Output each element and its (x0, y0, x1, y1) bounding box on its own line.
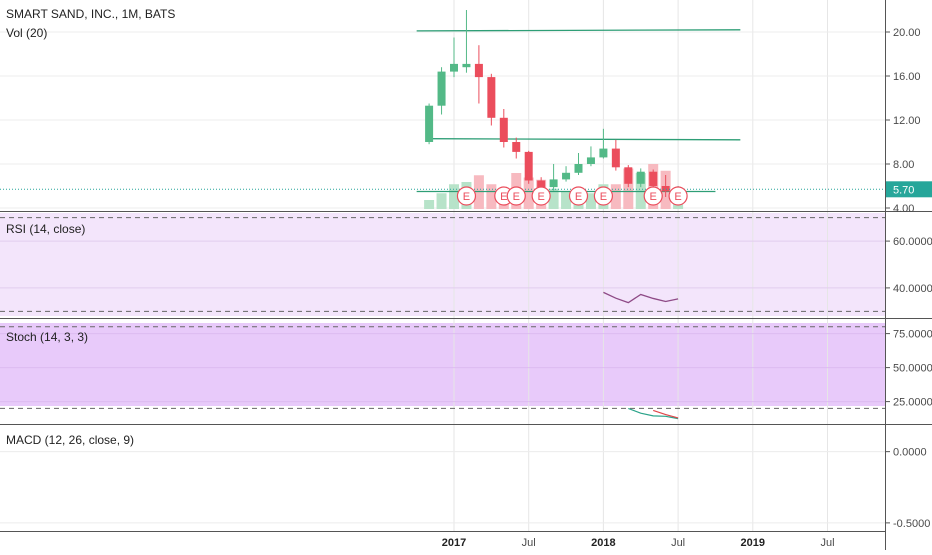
candle-body (636, 171, 645, 184)
rsi-label: RSI (14, close) (6, 222, 85, 236)
volume-bar (585, 193, 596, 209)
volume-bar (523, 177, 534, 209)
earnings-marker-label: E (650, 191, 657, 203)
candle-body (611, 148, 620, 168)
volume-bar (623, 168, 634, 209)
y-tick-label: 12.00 (893, 115, 921, 127)
candle-body (450, 63, 458, 72)
x-tick-label: Jul (820, 537, 834, 549)
macd-y-tick-label: -0.5000 (893, 518, 930, 530)
volume-bar (424, 200, 435, 209)
stoch-panel (0, 326, 885, 420)
chart-title: SMART SAND, INC., 1M, BATS (6, 7, 175, 21)
candle-body (499, 117, 508, 142)
earnings-marker-label: E (537, 191, 544, 203)
volume-bar (436, 193, 447, 209)
stoch-k-line (628, 407, 679, 420)
stoch-y-tick-label: 25.0000 (893, 397, 932, 409)
candle-body (649, 171, 658, 186)
earnings-marker-label: E (575, 191, 582, 203)
earnings-marker (668, 186, 688, 206)
volume-bar (548, 188, 559, 209)
x-tick-label: Jul (522, 537, 536, 549)
x-tick-label: 2019 (741, 537, 765, 549)
earnings-marker-label: E (500, 191, 507, 203)
earnings-marker (531, 186, 551, 206)
stoch-y-tick-label: 75.0000 (893, 329, 932, 341)
candle-body (474, 63, 483, 78)
candle-body (487, 77, 496, 118)
earnings-marker (568, 186, 589, 206)
stoch-y-tick-label: 50.0000 (893, 363, 932, 375)
last-price-badge (886, 181, 932, 198)
axis-labels: 2017 Jul 2018 Jul 2019 Jul 4.00 8.00 12.00 16.00 2… (442, 27, 932, 549)
candle-body (661, 186, 670, 192)
horizontal-level-line (429, 138, 741, 141)
candle-body (586, 157, 595, 164)
stoch-panel-bg (0, 323, 885, 406)
rsi-y-tick-label: 60.0000 (893, 236, 932, 248)
y-tick-label: 16.00 (893, 71, 921, 83)
y-tick-label: 20.00 (893, 27, 921, 39)
macd-panel (0, 451, 885, 524)
grid (0, 0, 885, 531)
volume-label: Vol (20) (6, 26, 47, 40)
horizontal-level-line (416, 29, 741, 32)
rsi-line (603, 291, 679, 304)
stoch-d-line (653, 409, 679, 419)
earnings-marker (506, 186, 526, 206)
x-tick-label: 2018 (591, 537, 615, 549)
last-price-label: 5.70 (893, 184, 914, 196)
earnings-marker-label: E (513, 191, 520, 203)
volume-bar (561, 191, 572, 209)
x-tick-label: Jul (671, 537, 685, 549)
volume-bar (449, 184, 459, 209)
earnings-marker (456, 186, 477, 206)
y-tick-label: 8.00 (893, 159, 914, 171)
candle-body (549, 179, 558, 188)
earnings-marker-label: E (463, 191, 470, 203)
candle-body (599, 148, 608, 158)
rsi-panel-bg (0, 213, 885, 316)
earnings-marker (593, 186, 614, 206)
candle-body (562, 172, 571, 180)
candle-body (524, 151, 533, 181)
candle-body (624, 167, 633, 184)
candle-body (462, 63, 471, 68)
volume-bar (486, 184, 497, 209)
macd-label: MACD (12, 26, close, 9) (6, 433, 134, 447)
rsi-panel (0, 217, 885, 312)
candle-body (512, 142, 521, 152)
x-tick-label: 2017 (442, 537, 466, 549)
earnings-marker (643, 186, 663, 206)
volume-bar (610, 184, 621, 209)
macd-y-tick-label: 0.0000 (893, 447, 927, 459)
y-tick-label: 4.00 (893, 203, 914, 215)
stoch-label: Stoch (14, 3, 3) (6, 330, 88, 344)
earnings-marker-label: E (600, 191, 607, 203)
rsi-y-tick-label: 40.0000 (893, 283, 932, 295)
earnings-marker-label: E (674, 191, 681, 203)
candle-body (437, 71, 446, 106)
candle-body (425, 105, 434, 142)
candle-body (537, 180, 546, 188)
candle-body (574, 164, 583, 173)
